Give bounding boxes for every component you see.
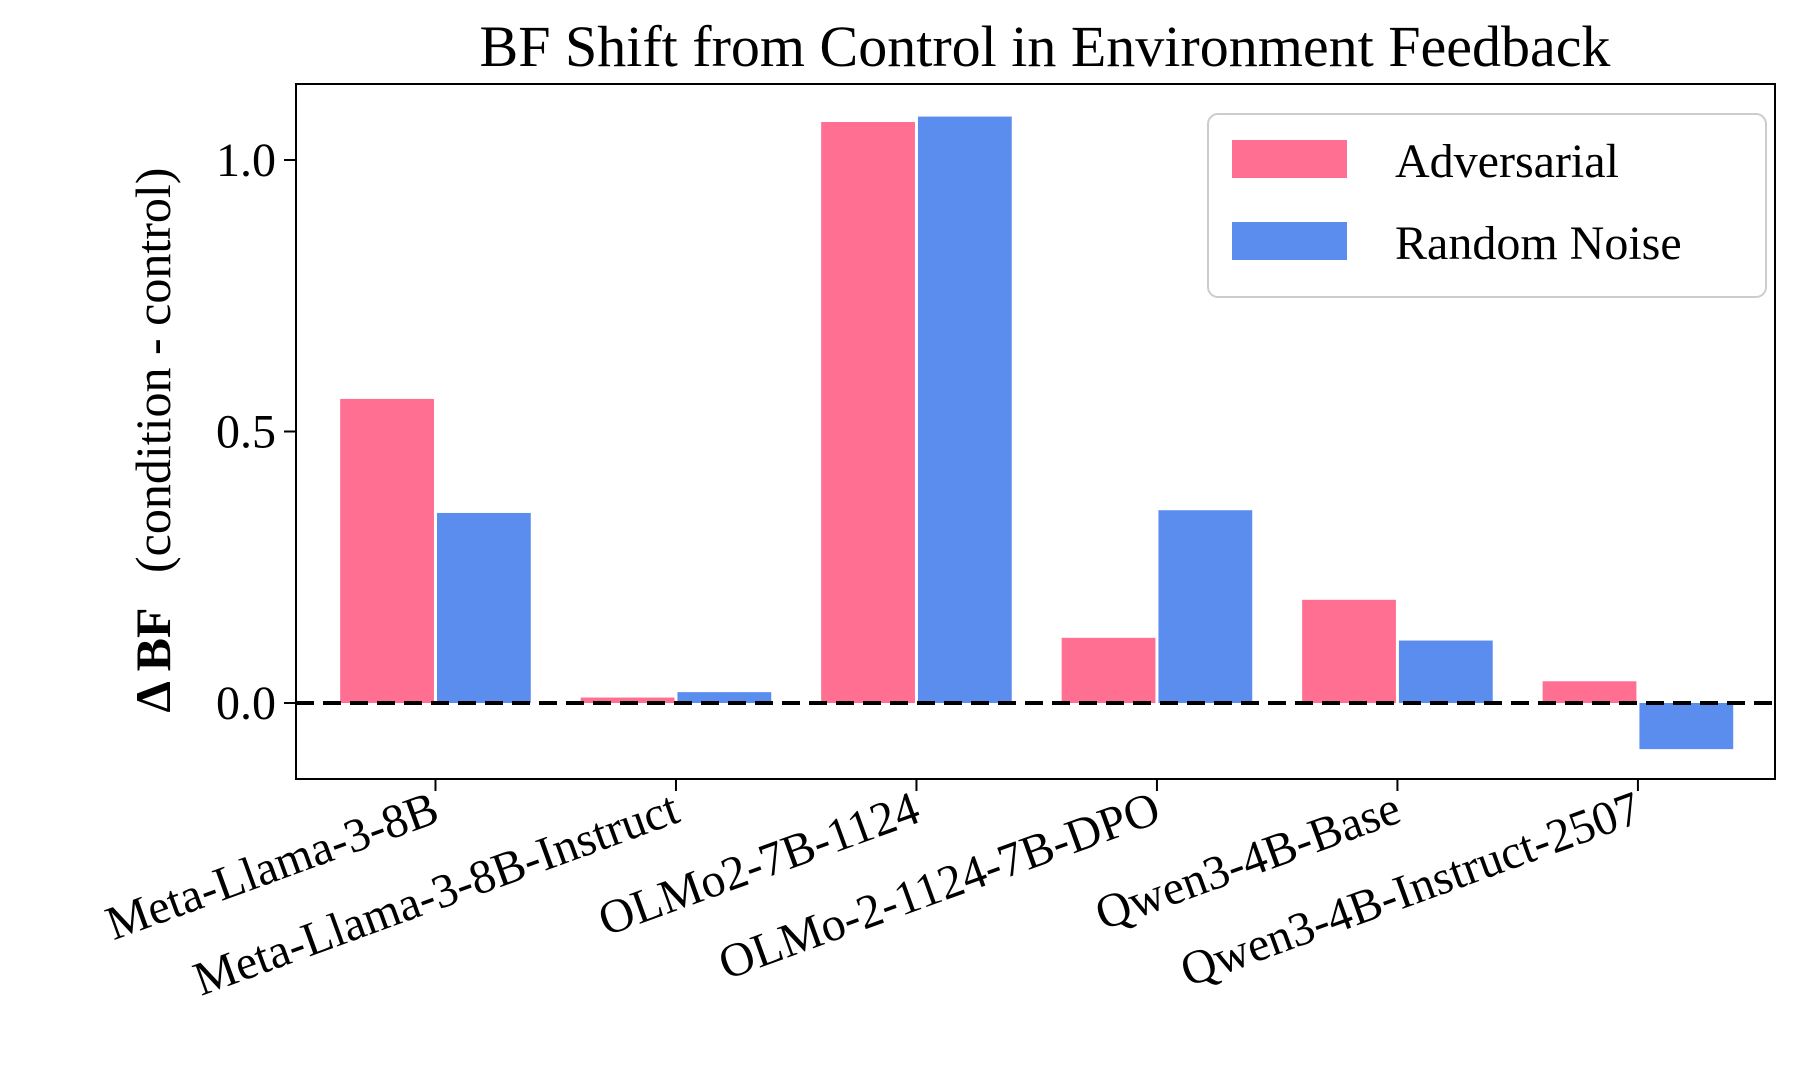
bar-random-noise-meta-llama-3-8b-instruct	[677, 692, 772, 703]
x-axis: Meta-Llama-3-8BMeta-Llama-3-8B-InstructO…	[99, 779, 1648, 1006]
bar-adversarial-meta-llama-3-8b-instruct	[580, 697, 675, 703]
bar-random-noise-olmo2-7b-1124	[917, 116, 1012, 703]
y-tick-label: 1.0	[216, 134, 276, 187]
legend-swatch-random-noise	[1232, 222, 1347, 260]
chart-title: BF Shift from Control in Environment Fee…	[480, 14, 1611, 79]
svg-text:Δ BF (condition - cont: Δ BF (condition - control)	[125, 168, 181, 713]
bars-group	[340, 116, 1734, 750]
bar-random-noise-qwen3-4b-base	[1398, 640, 1493, 703]
bar-adversarial-olmo2-7b-1124	[821, 122, 915, 703]
bar-random-noise-qwen3-4b-instruct-2507	[1639, 702, 1734, 750]
legend: Adversarial Random Noise	[1207, 113, 1767, 298]
bar-adversarial-qwen3-4b-instruct-2507	[1542, 681, 1637, 703]
y-axis-label-text: (condition - control)	[125, 168, 181, 573]
y-axis: 0.0 0.5 1.0	[216, 134, 296, 730]
y-axis-label-symbol: Δ BF	[125, 607, 181, 712]
y-tick-label: 0.5	[216, 406, 276, 459]
legend-label-adversarial: Adversarial	[1395, 135, 1619, 188]
bar-adversarial-olmo-2-1124-7b-dpo	[1061, 637, 1156, 703]
bar-adversarial-meta-llama-3-8b	[340, 398, 434, 703]
x-tick-label-olmo-2-1124-7b-dpo: OLMo-2-1124-7B-DPO	[712, 782, 1167, 991]
bar-random-noise-olmo-2-1124-7b-dpo	[1158, 510, 1253, 703]
legend-frame	[1207, 113, 1767, 298]
bar-adversarial-qwen3-4b-base	[1302, 599, 1396, 703]
legend-label-random-noise: Random Noise	[1395, 217, 1682, 270]
legend-swatch-adversarial	[1232, 140, 1347, 178]
y-axis-label: Δ BF (condition - control)	[125, 168, 181, 713]
y-tick-label: 0.0	[216, 677, 276, 730]
plot-area	[295, 83, 1776, 780]
bar-random-noise-meta-llama-3-8b	[436, 512, 531, 703]
